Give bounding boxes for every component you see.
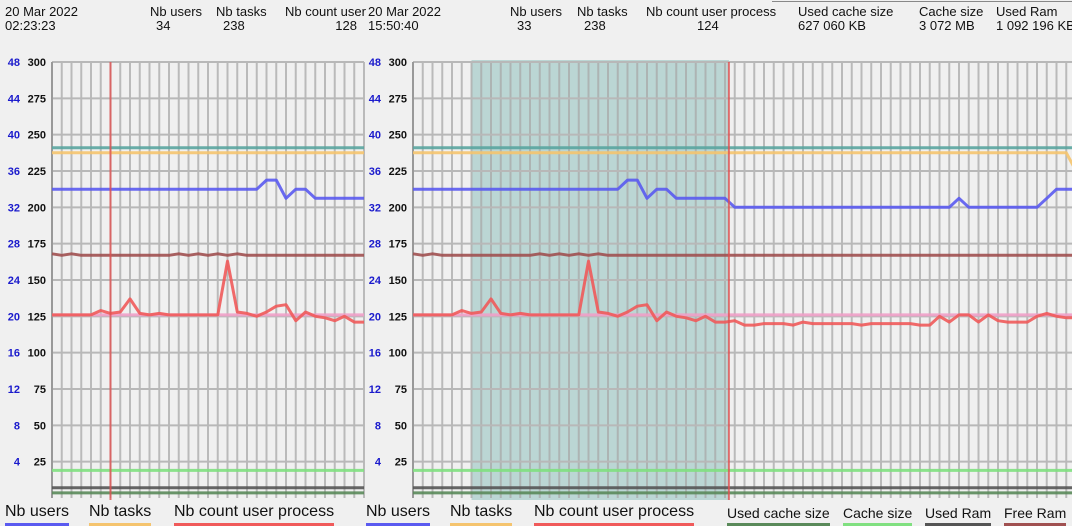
y-tick-label-users: 8: [14, 420, 20, 432]
right-stat-value-users: 33: [517, 18, 532, 33]
y-tick-label-users: 28: [8, 239, 20, 251]
y-tick-label-users: 32: [8, 202, 20, 214]
y-tick-label: 75: [395, 384, 407, 396]
header-divider: [772, 1, 1072, 2]
left-stat-value-count: 128: [335, 18, 357, 33]
right-time: 15:50:40: [368, 18, 419, 33]
right-stat-label-count: Nb count user process: [646, 4, 777, 19]
y-tick-label: 125: [28, 311, 46, 323]
right-stat-label-used-ram: Used Ram: [996, 4, 1058, 19]
right-chart: 3004827544250402253620032175281502412520…: [369, 57, 1072, 500]
left-chart: 3004827544250402253620032175281502412520…: [8, 57, 365, 500]
right-legend-used-ram[interactable]: Used Ram: [925, 505, 992, 526]
y-tick-label-users: 12: [8, 384, 20, 396]
left-stat-label-count: Nb count user: [285, 4, 366, 19]
y-tick-label-users: 44: [369, 93, 382, 105]
series-nb-count-user-process: [413, 259, 1072, 327]
y-tick-label: 125: [389, 311, 407, 323]
y-tick-label: 300: [28, 57, 46, 69]
left-legend-users[interactable]: Nb users: [5, 503, 70, 526]
y-tick-label-users: 12: [369, 384, 381, 396]
y-tick-label: 200: [28, 202, 46, 214]
series-free-ram: [51, 252, 364, 257]
left-stat-label-users: Nb users: [150, 4, 203, 19]
y-tick-label: 175: [28, 239, 46, 251]
right-stat-value-count: 124: [697, 18, 719, 33]
y-tick-label-users: 16: [8, 348, 20, 360]
y-tick-label-users: 48: [8, 57, 20, 69]
y-tick-label-users: 8: [375, 420, 381, 432]
y-tick-label-users: 48: [369, 57, 381, 69]
right-stat-label-cache-size: Cache size: [919, 4, 984, 19]
y-tick-label: 225: [389, 166, 407, 178]
right-stat-value-cache-size: 3 072 MB: [919, 18, 975, 33]
series-nb-tasks: [413, 151, 1072, 167]
y-tick-label: 275: [389, 93, 407, 105]
right-stat-label-tasks: Nb tasks: [577, 4, 628, 19]
y-tick-label-users: 16: [369, 348, 381, 360]
y-tick-label: 200: [389, 202, 407, 214]
right-legend-users[interactable]: Nb users: [366, 503, 431, 526]
y-tick-label-users: 28: [369, 239, 381, 251]
y-tick-label-users: 44: [8, 93, 21, 105]
y-tick-label-users: 40: [8, 130, 20, 142]
y-tick-label-users: 20: [8, 311, 20, 323]
left-stat-value-users: 34: [156, 18, 171, 33]
y-tick-label-users: 40: [369, 130, 381, 142]
right-legend-used-cache[interactable]: Used cache size: [727, 505, 830, 526]
right-stat-value-tasks: 238: [584, 18, 606, 33]
right-stat-label-users: Nb users: [510, 4, 563, 19]
right-date: 20 Mar 2022: [368, 4, 441, 19]
y-tick-label: 50: [395, 420, 407, 432]
y-tick-label: 100: [389, 348, 407, 360]
y-tick-label: 250: [28, 130, 46, 142]
y-tick-label-users: 4: [14, 457, 21, 469]
y-tick-label: 225: [28, 166, 46, 178]
right-legend-count[interactable]: Nb count user process: [534, 503, 695, 526]
left-legend-count[interactable]: Nb count user process: [174, 503, 335, 526]
series-free-ram: [412, 252, 1072, 257]
y-tick-label: 25: [395, 457, 407, 469]
left-legend-tasks[interactable]: Nb tasks: [89, 503, 152, 526]
y-tick-label: 300: [389, 57, 407, 69]
left-stat-value-tasks: 238: [223, 18, 245, 33]
y-tick-label-users: 36: [8, 166, 20, 178]
y-tick-label: 25: [34, 457, 46, 469]
left-date: 20 Mar 2022: [5, 4, 78, 19]
left-stat-label-tasks: Nb tasks: [216, 4, 267, 19]
series-nb-users: [52, 178, 364, 200]
left-time: 02:23:23: [5, 18, 56, 33]
y-tick-label: 250: [389, 130, 407, 142]
y-tick-label: 150: [389, 275, 407, 287]
y-tick-label: 150: [28, 275, 46, 287]
y-tick-label-users: 24: [8, 275, 21, 287]
right-stat-value-used-ram: 1 092 196 KB: [996, 18, 1072, 33]
y-tick-label: 175: [389, 239, 407, 251]
y-tick-label-users: 20: [369, 311, 381, 323]
series-nb-count-user-process: [52, 259, 364, 324]
y-tick-label-users: 36: [369, 166, 381, 178]
right-legend-free-ram[interactable]: Free Ram: [1004, 505, 1067, 526]
right-stat-label-used-cache: Used cache size: [798, 4, 894, 19]
series-nb-users: [413, 178, 1072, 209]
y-tick-label-users: 24: [369, 275, 382, 287]
y-tick-label-users: 4: [375, 457, 382, 469]
right-legend-cache-size[interactable]: Cache size: [843, 505, 913, 526]
y-tick-label: 275: [28, 93, 46, 105]
y-tick-label-users: 32: [369, 202, 381, 214]
y-tick-label: 50: [34, 420, 46, 432]
y-tick-label: 100: [28, 348, 46, 360]
y-tick-label: 75: [34, 384, 46, 396]
right-stat-value-used-cache: 627 060 KB: [798, 18, 866, 33]
right-legend-tasks[interactable]: Nb tasks: [450, 503, 513, 526]
